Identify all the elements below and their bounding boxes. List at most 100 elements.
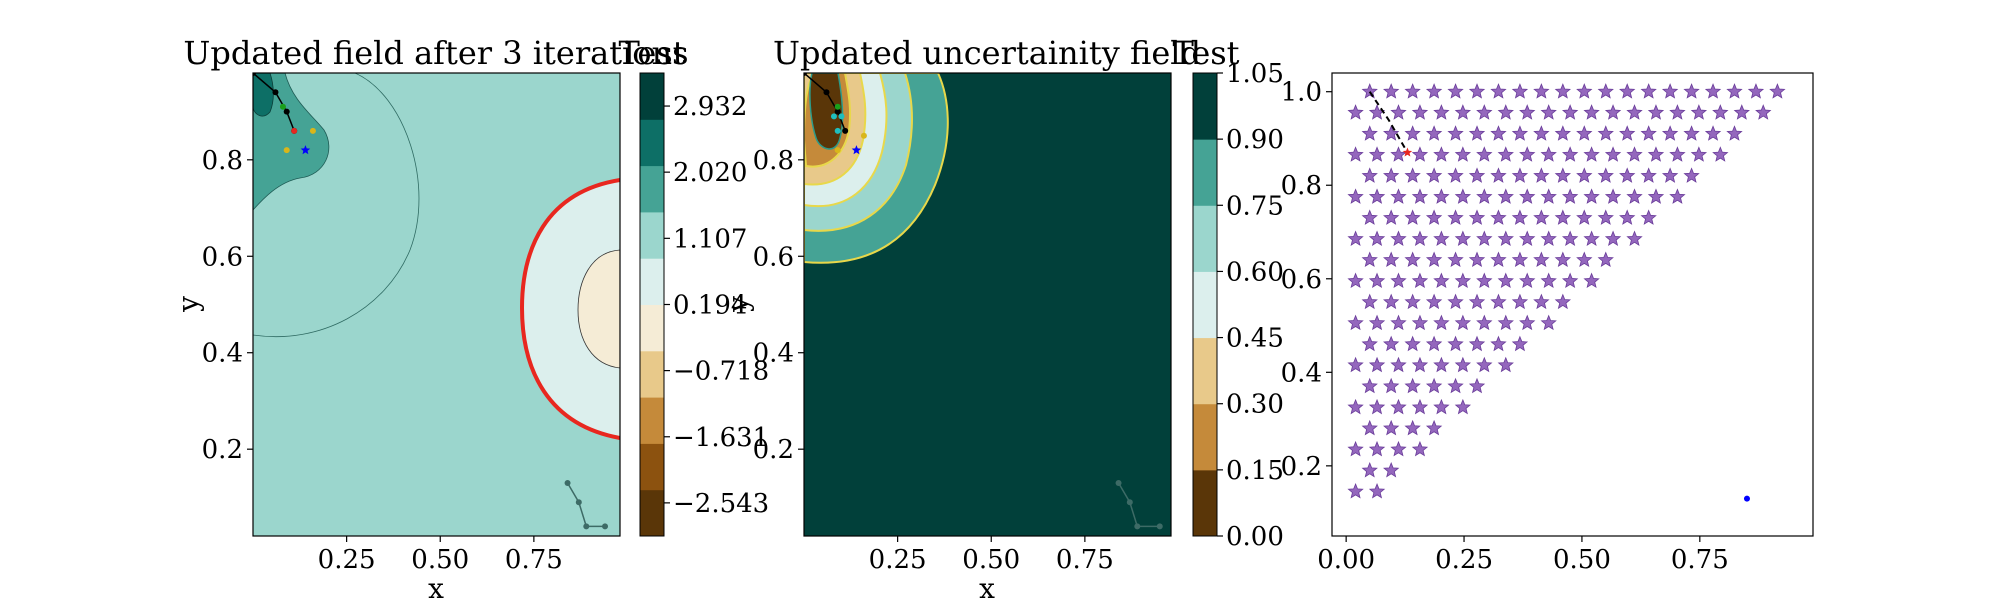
grid-star: [1540, 314, 1557, 331]
trajectory-bottom-point: [1156, 523, 1163, 530]
y-tick-label: 0.6: [1281, 265, 1322, 295]
grid-star: [1454, 272, 1472, 289]
colorbar-tick-label: 1.107: [673, 224, 747, 254]
colorbar-tick-label: 0.45: [1226, 324, 1284, 354]
grid-star: [1661, 167, 1679, 183]
grid-star: [1604, 188, 1622, 204]
panel2-y-ticks: 0.2 0.4 0.6 0.8: [753, 146, 804, 465]
grid-star: [1433, 146, 1450, 162]
panel2-colorbar: [1192, 72, 1218, 537]
panel1-lowest-level-region: [577, 249, 620, 369]
grid-star: [1390, 188, 1407, 204]
grid-star: [1769, 83, 1786, 99]
colorbar-tick-label: 2.932: [673, 92, 747, 122]
colorbar-segment: [640, 443, 664, 491]
colorbar-segment: [640, 350, 664, 398]
grid-star: [1576, 251, 1593, 268]
trajectory-top-point: [823, 89, 830, 96]
grid-star: [1533, 293, 1550, 310]
colorbar-tick-label: 0.194: [673, 291, 747, 321]
grid-star: [1404, 209, 1421, 225]
grid-star: [1733, 104, 1750, 120]
x-tick-label: 0.00: [1317, 545, 1375, 575]
x-tick-label: 0.25: [318, 545, 376, 575]
grid-star: [1368, 230, 1386, 246]
grid-star: [1583, 188, 1600, 204]
panel-uncertainty-field: Updated uncertainity field 0.25 0.50 0.75 …: [722, 34, 1284, 600]
y-tick-label: 0.8: [753, 146, 794, 176]
grid-star: [1404, 419, 1421, 436]
grid-star: [1390, 104, 1407, 120]
trajectory-bottom-point: [1126, 499, 1133, 506]
grid-star: [1490, 209, 1507, 225]
grid-star: [1447, 335, 1464, 352]
grid-star: [1390, 146, 1407, 162]
colorbar-segment: [640, 304, 664, 352]
grid-star: [1454, 104, 1472, 120]
grid-star: [1540, 146, 1557, 162]
grid-star: [1433, 230, 1450, 246]
marker-dot: [291, 127, 298, 134]
grid-star: [1361, 377, 1378, 394]
grid-star: [1540, 272, 1557, 289]
grid-star: [1597, 209, 1614, 225]
grid-star: [1690, 104, 1708, 120]
grid-star: [1425, 209, 1443, 225]
grid-star: [1647, 188, 1665, 204]
grid-star: [1347, 398, 1364, 415]
marker-dot: [834, 147, 841, 154]
grid-star: [1619, 209, 1636, 225]
grid-star: [1390, 272, 1407, 289]
grid-star: [1347, 146, 1364, 162]
panel1-highest-level-region: [253, 73, 274, 117]
marker-dot: [830, 113, 837, 120]
grid-star: [1425, 167, 1443, 183]
grid-star: [1626, 146, 1643, 162]
grid-star: [1433, 314, 1450, 331]
grid-star: [1468, 167, 1486, 183]
grid-star: [1404, 83, 1421, 99]
panel2-x-label: x: [979, 572, 995, 600]
grid-star: [1511, 209, 1529, 225]
grid-star: [1361, 251, 1378, 268]
grid-star: [1540, 230, 1557, 246]
y-tick-label: 0.4: [202, 339, 243, 369]
grid-star: [1368, 188, 1386, 204]
grid-star: [1661, 125, 1679, 141]
panel2-colorbar-label: Test: [1172, 34, 1239, 72]
panel3-extra-points: [1402, 147, 1750, 502]
grid-star: [1468, 83, 1486, 99]
grid-star: [1383, 335, 1400, 352]
grid-star: [1690, 146, 1708, 162]
grid-star: [1454, 146, 1472, 162]
grid-star: [1533, 251, 1550, 268]
colorbar-segment: [640, 258, 664, 305]
marker-dot: [838, 113, 845, 120]
grid-star: [1468, 335, 1486, 352]
grid-star: [1425, 125, 1443, 141]
trajectory-top-line: [253, 73, 295, 132]
panel3-axes-frame: [1331, 72, 1814, 537]
grid-star: [1411, 272, 1429, 289]
grid-star: [1468, 293, 1486, 310]
grid-star: [1647, 146, 1665, 162]
grid-star: [1383, 125, 1400, 141]
grid-star: [1747, 83, 1765, 99]
panel3-grid-stars: [1347, 83, 1786, 499]
grid-star: [1383, 251, 1400, 268]
grid-star: [1704, 125, 1722, 141]
grid-star: [1576, 209, 1593, 225]
grid-star: [1490, 83, 1507, 99]
grid-star: [1619, 83, 1636, 99]
grid-star: [1411, 188, 1429, 204]
grid-star: [1383, 209, 1400, 225]
grid-star: [1619, 125, 1636, 141]
grid-star: [1347, 272, 1364, 289]
y-tick-label: 0.2: [202, 435, 243, 465]
grid-star: [1683, 167, 1700, 183]
grid-star: [1576, 83, 1593, 99]
trajectory-top-point: [804, 73, 807, 76]
colorbar-segment: [1193, 205, 1217, 272]
panel1-colorbar-label: Test: [618, 34, 685, 72]
